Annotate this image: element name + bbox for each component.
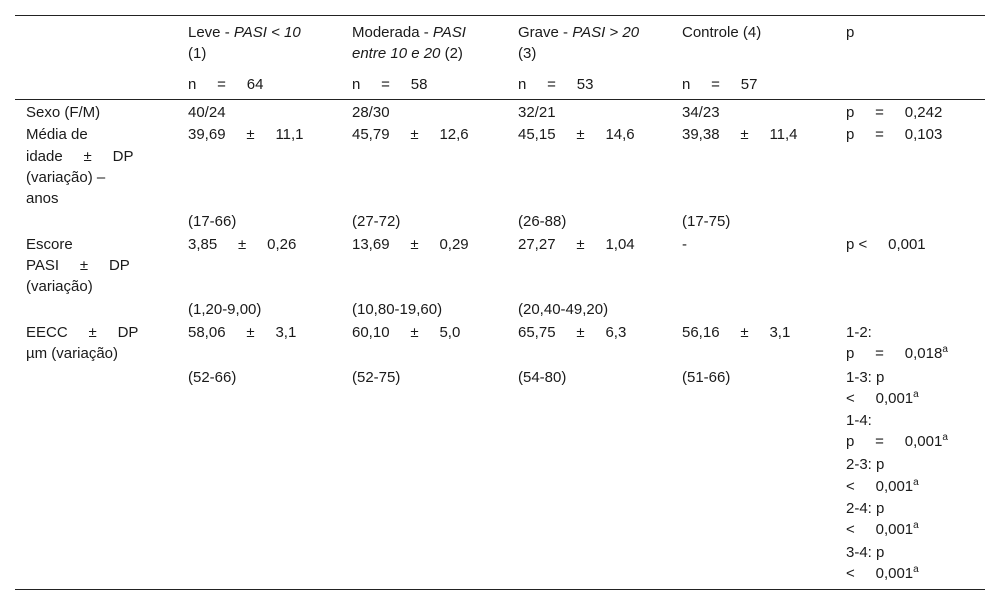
eecc-p-line: p = 0,001a	[846, 432, 948, 451]
header-col4-n: n = 57	[682, 76, 758, 93]
row-idade-c1: 39,69 ± 11,1	[188, 126, 304, 143]
row-pasi-p: p < 0,001	[846, 236, 926, 253]
row-eecc-label-2: µm (variação)	[26, 345, 118, 362]
row-sexo-c4: 34/23	[682, 104, 720, 121]
eecc-p-line: < 0,001a	[846, 520, 919, 539]
header-col3-line2: (3)	[518, 45, 537, 62]
row-eecc-c2: 60,10 ± 5,0	[352, 324, 461, 341]
row-pasi-label-2: PASI ± DP	[26, 257, 130, 274]
row-sexo-p: p = 0,242	[846, 104, 943, 121]
row-idade-label-2: idade ± DP	[26, 148, 134, 165]
row-pasi-range-1: (1,20-9,00)	[188, 301, 262, 318]
eecc-p-line: 1-4:	[846, 412, 872, 429]
row-eecc-c1: 58,06 ± 3,1	[188, 324, 297, 341]
header-col5: p	[846, 24, 855, 41]
row-idade-range-2: (27-72)	[352, 213, 401, 230]
eecc-p-line: < 0,001a	[846, 389, 919, 408]
row-eecc-range-2: (52-75)	[352, 369, 401, 386]
row-idade-label-3: (variação) –	[26, 169, 106, 186]
eecc-p-line: 2-3: p	[846, 456, 885, 473]
eecc-p-line: < 0,001a	[846, 477, 919, 496]
row-idade-range-3: (26-88)	[518, 213, 567, 230]
eecc-p-line: p = 0,018a	[846, 344, 948, 363]
header-col4: Controle (4)	[682, 24, 762, 41]
row-pasi-c4: -	[682, 236, 687, 253]
row-pasi-range-2: (10,80-19,60)	[352, 301, 443, 318]
row-idade-c2: 45,79 ± 12,6	[352, 126, 469, 143]
header-rule	[15, 99, 985, 100]
row-sexo-label: Sexo (F/M)	[26, 104, 101, 121]
header-col2: Moderada - PASI	[352, 24, 466, 41]
row-idade-range-4: (17-75)	[682, 213, 731, 230]
row-idade-label-4: anos	[26, 190, 59, 207]
row-idade-p: p = 0,103	[846, 126, 943, 143]
top-rule	[15, 15, 985, 16]
row-pasi-c1: 3,85 ± 0,26	[188, 236, 297, 253]
row-sexo-c3: 32/21	[518, 104, 556, 121]
header-col2-line2: entre 10 e 20 (2)	[352, 45, 463, 62]
row-idade-c3: 45,15 ± 14,6	[518, 126, 635, 143]
row-pasi-label-1: Escore	[26, 236, 73, 253]
row-eecc-c3: 65,75 ± 6,3	[518, 324, 627, 341]
header-col1-line2: (1)	[188, 45, 207, 62]
row-pasi-range-3: (20,40-49,20)	[518, 301, 609, 318]
row-sexo-c2: 28/30	[352, 104, 390, 121]
row-eecc-c4: 56,16 ± 3,1	[682, 324, 791, 341]
bottom-rule	[15, 589, 985, 590]
eecc-p-line: < 0,001a	[846, 564, 919, 583]
header-col3: Grave - PASI > 20	[518, 24, 640, 41]
row-idade-range-1: (17-66)	[188, 213, 237, 230]
row-eecc-range-3: (54-80)	[518, 369, 567, 386]
row-eecc-range-1: (52-66)	[188, 369, 237, 386]
row-pasi-c3: 27,27 ± 1,04	[518, 236, 635, 253]
header-col2-n: n = 58	[352, 76, 428, 93]
row-idade-label-1: Média de	[26, 126, 88, 143]
row-idade-c4: 39,38 ± 11,4	[682, 126, 798, 143]
eecc-p-line: 2-4: p	[846, 500, 885, 517]
row-pasi-label-3: (variação)	[26, 278, 93, 295]
eecc-p-line: 3-4: p	[846, 544, 885, 561]
row-pasi-c2: 13,69 ± 0,29	[352, 236, 469, 253]
row-eecc-label-1: EECC ± DP	[26, 324, 139, 341]
row-eecc-range-4: (51-66)	[682, 369, 731, 386]
header-col1-n: n = 64	[188, 76, 264, 93]
eecc-p-line: 1-3: p	[846, 369, 885, 386]
row-sexo-c1: 40/24	[188, 104, 226, 121]
eecc-p-line: 1-2:	[846, 324, 872, 341]
header-col3-n: n = 53	[518, 76, 594, 93]
header-col1: Leve - PASI < 10	[188, 24, 301, 41]
